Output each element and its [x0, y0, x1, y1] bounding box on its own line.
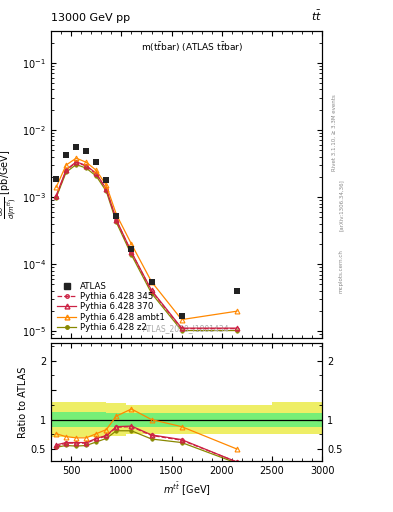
X-axis label: $m^{t\bar{t}}$ [GeV]: $m^{t\bar{t}}$ [GeV] [163, 481, 211, 498]
Point [73, 143, 79, 152]
Point [93, 158, 99, 166]
Text: mcplots.cern.ch: mcplots.cern.ch [339, 249, 344, 293]
Point [128, 245, 134, 253]
Legend: ATLAS, Pythia 6.428 345, Pythia 6.428 370, Pythia 6.428 ambt1, Pythia 6.428 z2: ATLAS, Pythia 6.428 345, Pythia 6.428 37… [55, 280, 167, 334]
Y-axis label: $\frac{d\sigma^{nd}}{d(m^{t\bar{t}})}$ [pb/GeV]: $\frac{d\sigma^{nd}}{d(m^{t\bar{t}})}$ [… [0, 150, 19, 219]
Text: ATLAS_2020_I1801434: ATLAS_2020_I1801434 [143, 324, 230, 333]
Point [83, 147, 89, 156]
Y-axis label: Ratio to ATLAS: Ratio to ATLAS [18, 366, 28, 438]
Text: Rivet 3.1.10, ≥ 3.3M events: Rivet 3.1.10, ≥ 3.3M events [332, 95, 337, 172]
Point [178, 312, 185, 320]
Point [53, 175, 59, 183]
Text: [arXiv:1306.34,36]: [arXiv:1306.34,36] [339, 179, 344, 231]
Text: $t\bar{t}$: $t\bar{t}$ [311, 9, 322, 23]
Text: m(t$\bar{t}$bar) (ATLAS t$\bar{t}$bar): m(t$\bar{t}$bar) (ATLAS t$\bar{t}$bar) [141, 40, 243, 54]
Point [103, 176, 110, 184]
Point [234, 287, 240, 295]
Point [63, 151, 69, 159]
Point [149, 278, 155, 286]
Text: 13000 GeV pp: 13000 GeV pp [51, 13, 130, 23]
Point [113, 212, 119, 220]
